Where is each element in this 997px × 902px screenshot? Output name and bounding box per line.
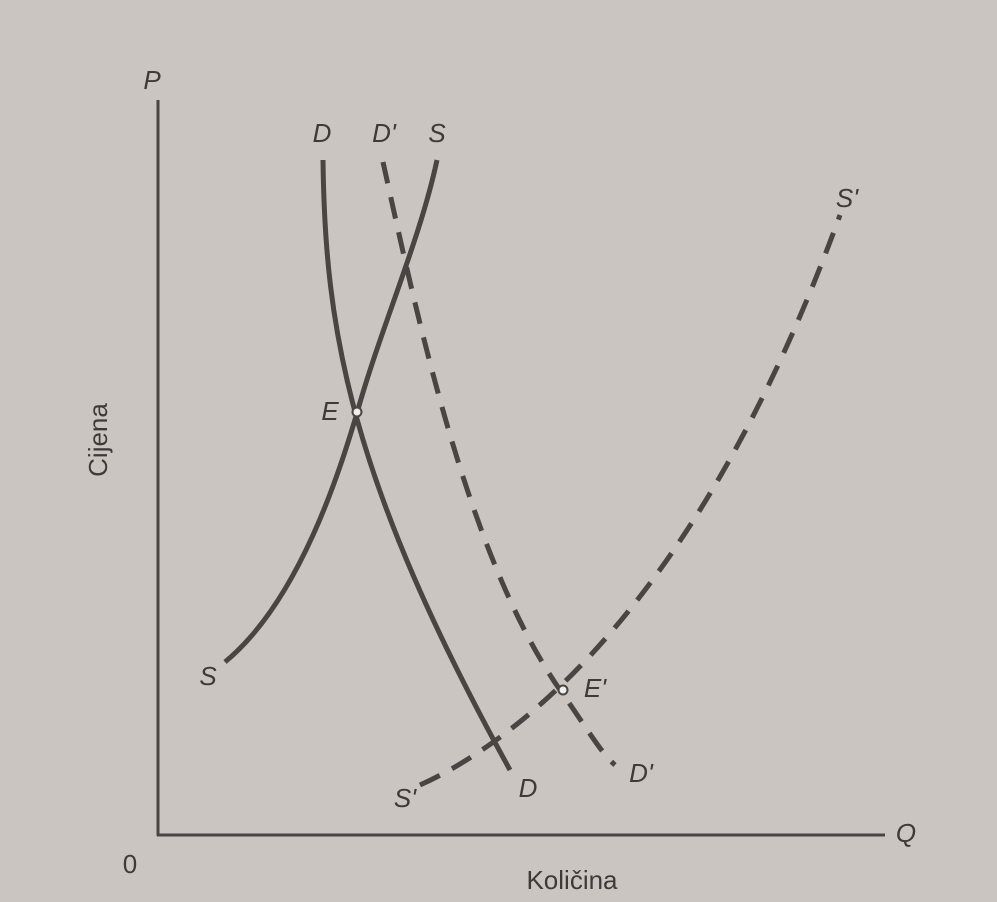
supply-shifted-curve [418, 214, 843, 788]
demand-top-label: D [313, 118, 332, 148]
demand-shifted-curve [380, 161, 617, 767]
equilibrium-shifted-label: E' [584, 673, 607, 703]
supply-bottom-label: S [199, 661, 217, 691]
supply-shifted-bottom-label: S' [394, 783, 417, 813]
demand-bottom-label: D [519, 773, 538, 803]
point-e [351, 406, 363, 418]
equilibrium-label: E [321, 396, 339, 426]
demand-shifted-top-label: D' [372, 118, 397, 148]
y-title: Cijena [83, 403, 113, 477]
supply-shifted-top-label: S' [836, 183, 859, 213]
point-e-shifted [557, 684, 569, 696]
supply-top-label: S [428, 118, 446, 148]
demand-shifted-bottom-label: D' [629, 758, 654, 788]
x-title: Količina [526, 865, 618, 895]
y-axis-label: P [143, 65, 161, 95]
x-axis-label: Q [896, 818, 916, 848]
origin-label: 0 [123, 849, 137, 879]
